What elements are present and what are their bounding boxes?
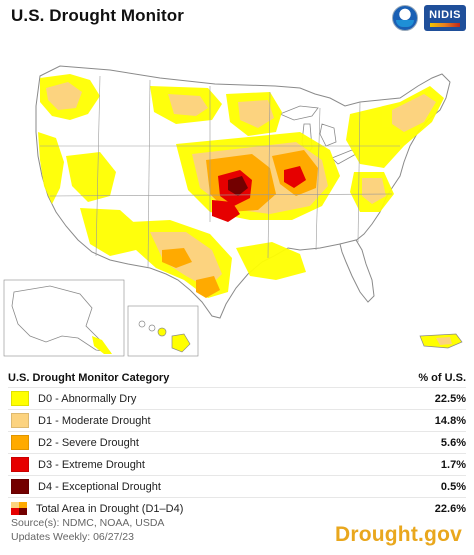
d1-upper-midwest (238, 100, 274, 128)
legend-label: D0 - Abnormally Dry (38, 392, 137, 405)
florida-outline (339, 239, 375, 303)
legend-percent: 0.5% (440, 480, 466, 493)
legend-label: D3 - Extreme Drought (38, 458, 145, 471)
legend-percent: 5.6% (440, 436, 466, 449)
d2-swatch (11, 435, 29, 450)
legend: U.S. Drought Monitor Category % of U.S. … (8, 372, 466, 519)
d1-swatch (11, 413, 29, 428)
legend-percent: 1.7% (440, 458, 466, 471)
alaska-d0 (92, 336, 112, 354)
puerto-rico-inset (419, 333, 463, 349)
legend-row-total: Total Area in Drought (D1–D4) 22.6% (8, 497, 466, 519)
legend-row-d2: D2 - Severe Drought 5.6% (8, 431, 466, 453)
source-line: Source(s): NDMC, NOAA, USDA (11, 517, 165, 529)
nidis-logo-text: NIDIS (429, 8, 461, 21)
legend-percent: 14.8% (434, 414, 466, 427)
d0-west-coast (38, 132, 64, 204)
d3-oklahoma (212, 200, 240, 222)
puerto-rico-d1 (436, 337, 452, 345)
page-title: U.S. Drought Monitor (11, 6, 184, 25)
nidis-logo[interactable]: NIDIS (424, 5, 466, 31)
d1-mid-atlantic (362, 178, 386, 204)
legend-row-d3: D3 - Extreme Drought 1.7% (8, 453, 466, 475)
source-info: Source(s): NDMC, NOAA, USDA Updates Week… (11, 516, 164, 544)
legend-row-d4: D4 - Exceptional Drought 0.5% (8, 475, 466, 497)
legend-label: D4 - Exceptional Drought (38, 480, 161, 493)
d0-swatch (11, 391, 29, 406)
alaska-inset (3, 279, 125, 357)
lake-huron (319, 123, 337, 147)
nidis-logo-bar (430, 22, 461, 27)
legend-label: D1 - Moderate Drought (38, 414, 151, 427)
d1-north-plains (168, 94, 208, 116)
legend-row-d0: D0 - Abnormally Dry 22.5% (8, 387, 466, 409)
alaska-outline (11, 285, 111, 353)
lake-superior (278, 105, 319, 121)
logos: NIDIS (392, 5, 466, 31)
legend-header: U.S. Drought Monitor Category % of U.S. (8, 372, 466, 384)
hawaii-big-island (171, 333, 191, 353)
total-swatch (11, 502, 27, 515)
d0-gulf (236, 242, 306, 280)
d3-swatch (11, 457, 29, 472)
legend-category-header: U.S. Drought Monitor Category (8, 372, 170, 384)
hawaii-inset (127, 305, 199, 357)
drought-gov-link[interactable]: Drought.gov (334, 523, 462, 546)
legend-percent: 22.5% (434, 392, 466, 405)
legend-row-d1: D1 - Moderate Drought 14.8% (8, 409, 466, 431)
drought-map[interactable] (0, 36, 474, 366)
d1-northwest (46, 82, 82, 110)
d0-great-basin (66, 152, 116, 202)
state-boundaries (40, 75, 400, 269)
legend-label: D2 - Severe Drought (38, 436, 139, 449)
d2-texas-south (196, 276, 220, 298)
legend-percent: 22.6% (434, 502, 466, 515)
d0-southwest (80, 208, 140, 256)
d4-kansas (228, 176, 248, 196)
d2-texas-west (162, 248, 192, 268)
d1-new-england (392, 94, 436, 132)
update-line: Updates Weekly: 06/27/23 (11, 531, 134, 543)
d4-areas (228, 176, 248, 196)
d4-swatch (11, 479, 29, 494)
drought-map-svg (3, 65, 463, 357)
legend-percent-header: % of U.S. (418, 372, 466, 384)
legend-label: Total Area in Drought (D1–D4) (36, 502, 184, 515)
d3-missouri (284, 166, 306, 188)
noaa-logo-icon[interactable] (392, 5, 419, 31)
